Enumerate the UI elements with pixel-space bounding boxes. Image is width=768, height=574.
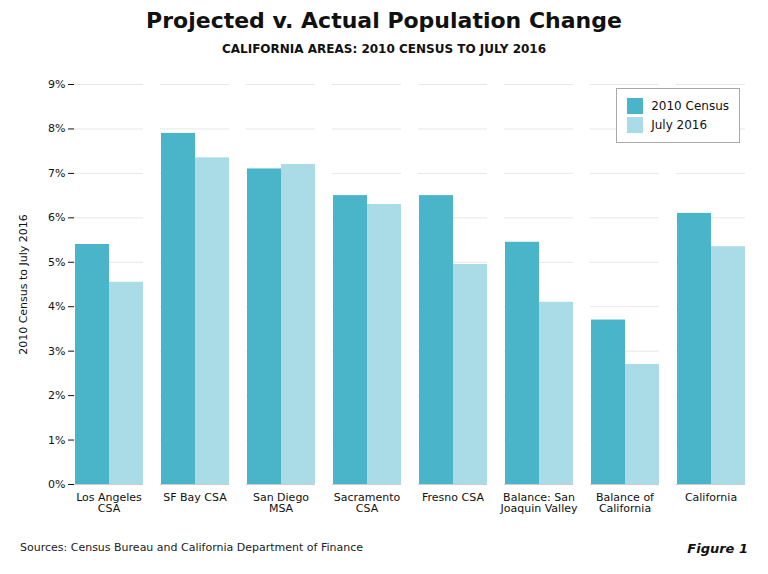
svg-text:SF Bay CSA: SF Bay CSA — [163, 491, 227, 504]
svg-text:3%: 3% — [48, 345, 65, 358]
html-text:CALIFORNIA AREAS: 2010 CENSUS: CALIFORNIA AREAS: 2010 CENSUS TO JULY 20… — [222, 42, 546, 56]
svg-text:Fresno CSA: Fresno CSA — [422, 491, 484, 504]
svg-text:2010 Census to July 2016: 2010 Census to July 2016 — [17, 214, 30, 355]
svg-text:San DiegoMSA: San DiegoMSA — [253, 491, 309, 515]
svg-text:Los AngelesCSA: Los AngelesCSA — [76, 491, 142, 515]
svg-text:5%: 5% — [48, 256, 65, 269]
svg-text:California: California — [685, 491, 737, 504]
svg-text:1%: 1% — [48, 434, 65, 447]
svg-text:2%: 2% — [48, 389, 65, 402]
html-text:July 2016: July 2016 — [651, 118, 708, 132]
html-text:2010 Census: 2010 Census — [651, 99, 729, 113]
html-text:Sources: Census Bureau and Cal: Sources: Census Bureau and California De… — [20, 541, 363, 554]
svg-text:Balance: SanJoaquin Valley: Balance: SanJoaquin Valley — [500, 491, 578, 515]
svg-text:SacramentoCSA: SacramentoCSA — [334, 491, 401, 515]
svg-text:6%: 6% — [48, 211, 65, 224]
svg-text:8%: 8% — [48, 122, 65, 135]
svg-text:0%: 0% — [48, 478, 65, 491]
svg-text:Balance ofCalifornia: Balance ofCalifornia — [596, 491, 655, 515]
html-text:Projected v. Actual Population: Projected v. Actual Population Change — [146, 8, 622, 33]
svg-text:4%: 4% — [48, 300, 65, 313]
svg-text:7%: 7% — [48, 167, 65, 180]
html-text:Figure 1: Figure 1 — [687, 541, 748, 556]
svg-text:9%: 9% — [48, 78, 65, 91]
